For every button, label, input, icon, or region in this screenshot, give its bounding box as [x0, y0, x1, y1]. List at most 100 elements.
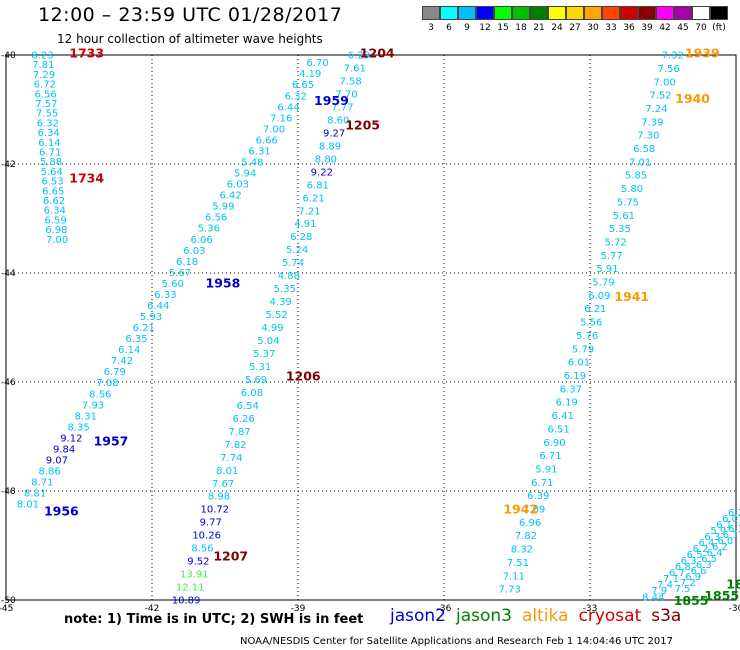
wave-height-value: 6.96 [519, 518, 541, 529]
wave-height-value: 7.09 [523, 505, 545, 516]
wave-height-value: 9.12 [60, 433, 82, 444]
wave-height-value: 6.19 [564, 371, 586, 382]
wave-height-value: 6.72 [34, 80, 56, 91]
wave-height-value: 6.71 [39, 147, 61, 158]
wave-height-value: 7.00 [263, 124, 285, 135]
wave-height-value: 7.39 [641, 117, 663, 128]
color-scale-label: 33 [605, 23, 617, 33]
wave-height-value: 8.23 [31, 51, 53, 62]
color-scale-label: 21 [533, 23, 545, 33]
wave-height-value: 6.03 [183, 246, 205, 257]
wave-height-value: 6.56 [205, 213, 227, 224]
wave-height-value: 5.85 [625, 171, 647, 182]
wave-height-value: 7.81 [32, 60, 54, 71]
pass-time-label: 1939 [685, 45, 720, 60]
wave-height-value: 6.58 [633, 144, 655, 155]
wave-height-value: 7.08 [96, 378, 118, 389]
wave-height-value: 5.04 [257, 336, 279, 347]
pass-time-label: 1940 [675, 91, 710, 106]
wave-height-value: 6.33 [154, 290, 176, 301]
wave-height-value: 5.37 [253, 349, 275, 360]
wave-height-value: 7.00 [46, 235, 68, 246]
latitude-tick-label: -50 [1, 596, 16, 606]
wave-height-value: 6.9 [685, 572, 701, 583]
wave-height-value: 7.24 [645, 104, 667, 115]
wave-height-value: 5.75 [617, 197, 639, 208]
latitude-tick-label: -40 [1, 51, 16, 61]
wave-height-value: 5.35 [609, 224, 631, 235]
wave-height-value: 4.91 [294, 219, 316, 230]
wave-height-value: 7.42 [111, 356, 133, 367]
wave-height-value: 6.06 [191, 235, 213, 246]
color-scale-swatch [566, 6, 584, 20]
wave-height-value: 5.61 [613, 211, 635, 222]
wave-height-value: 6.2 [693, 544, 709, 555]
wave-height-value: 6.44 [147, 301, 169, 312]
wave-height-value: 7.55 [36, 109, 58, 120]
wave-height-value: 7.1 [663, 574, 679, 585]
wave-height-value: 7.51 [507, 558, 529, 569]
pass-time-label: 1206 [286, 369, 321, 384]
wave-height-value: 5.76 [576, 331, 598, 342]
legend-jason2: jason2 [390, 606, 446, 626]
wave-height-value: 4.19 [299, 69, 321, 80]
wave-height-value: 8.56 [89, 389, 111, 400]
color-scale-swatch [638, 6, 656, 20]
wave-height-value: 5.94 [234, 169, 256, 180]
color-scale-swatch [494, 6, 512, 20]
wave-height-value: 5.35 [274, 284, 296, 295]
color-scale-swatch [710, 6, 728, 20]
color-scale-label: 45 [677, 23, 689, 33]
wave-height-value: 6.03 [227, 180, 249, 191]
pass-time-label: 1958 [206, 275, 241, 290]
color-scale-label: 15 [497, 23, 509, 33]
wave-height-value: 6.2 [728, 508, 740, 519]
units-note: note: 1) Time is in UTC; 2) SWH is in fe… [64, 612, 364, 627]
wave-height-value: 8.98 [208, 492, 230, 503]
wave-height-value: 6.0 [717, 536, 733, 547]
wave-height-value: 6.39 [527, 491, 549, 502]
wave-height-value: 9.22 [311, 167, 333, 178]
wave-height-value: 6.18 [176, 257, 198, 268]
wave-height-value: 8.32 [511, 545, 533, 556]
color-scale-swatch [530, 6, 548, 20]
wave-height-value: 7.5 [675, 584, 691, 595]
wave-height-value: 6.4 [707, 548, 723, 559]
wave-height-value: 6.08 [241, 388, 263, 399]
pass-time-label: 1942 [503, 502, 538, 517]
longitude-tick-label: -42 [145, 604, 160, 614]
wave-height-value: 5.36 [198, 224, 220, 235]
wave-height-value: 5.67 [169, 268, 191, 279]
color-scale-swatch [512, 6, 530, 20]
wave-height-value: 9.77 [200, 518, 222, 529]
wave-height-value: 6.32 [37, 118, 59, 129]
wave-height-value: 7.82 [224, 440, 246, 451]
credit-line: NOAA/NESDIS Center for Satellite Applica… [240, 636, 673, 647]
wave-height-value: 6.5 [701, 554, 717, 565]
wave-height-value: 7.01 [629, 157, 651, 168]
page-subtitle: 12 hour collection of altimeter wave hei… [57, 32, 323, 46]
wave-height-value: 10.26 [192, 531, 221, 542]
wave-height-value: 6.65 [292, 80, 314, 91]
pass-time-label: 1855 [704, 588, 739, 603]
wave-height-value: 6.8 [675, 562, 691, 573]
pass-time-label: 1957 [94, 433, 129, 448]
wave-height-value: 6.34 [38, 128, 60, 139]
wave-height-value: 5.9 [710, 526, 726, 537]
wave-height-value: 7.73 [499, 585, 521, 596]
legend-jason3: jason3 [456, 606, 512, 626]
pass-time-label: 1207 [213, 548, 248, 563]
wave-height-value: 6.34 [44, 206, 66, 217]
wave-height-value: 6.66 [256, 135, 278, 146]
wave-height-value: 5.88 [40, 157, 62, 168]
color-scale-swatch [440, 6, 458, 20]
pass-time-label: 1959 [314, 93, 349, 108]
wave-height-value: 5.24 [286, 245, 308, 256]
wave-height-value: 6.3 [704, 532, 720, 543]
wave-height-value: 5.91 [535, 464, 557, 475]
wave-height-value: 7.21 [298, 206, 320, 217]
wave-height-value: 5.79 [572, 344, 594, 355]
wave-height-value: 6.0 [722, 514, 738, 525]
wave-height-value: 6.41 [552, 411, 574, 422]
color-scale-label: 24 [551, 23, 563, 33]
